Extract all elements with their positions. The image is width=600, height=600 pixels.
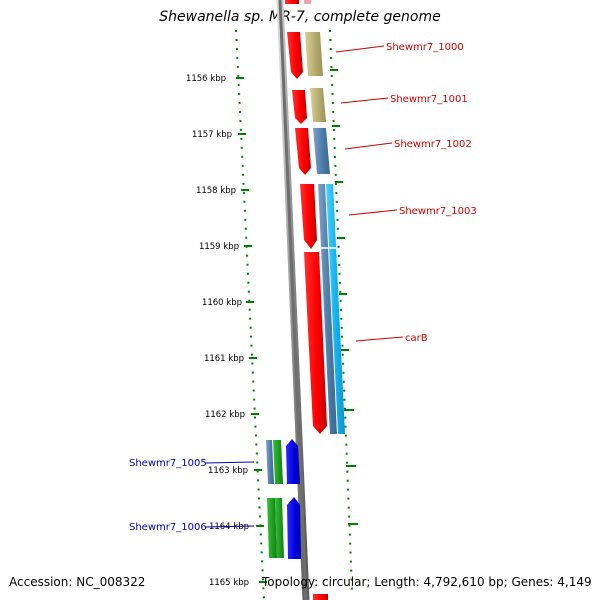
gene-arrow-shewmr7-1005[interactable] [286,439,300,484]
ruler-outer-dotted-line [329,29,353,591]
gene-feature-cyan-long [326,184,345,434]
gene-arrow-partial[interactable] [285,0,299,4]
ruler-label: 1158 kbp [196,186,236,196]
gene-arrow-shewmr7-1006[interactable] [287,497,301,559]
gene-arrow-shewmr7-1002[interactable] [295,128,311,175]
ruler-label: 1156 kbp [186,74,226,84]
gene-label-shewmr7-1001[interactable]: Shewmr7_1001 [390,94,468,105]
ruler-label: 1161 kbp [204,354,244,364]
accession-text: Accession: NC_008322 [9,575,146,589]
gene-feature-shewmr7-1002 [313,128,330,174]
gene-feature-shewmr7-1000 [305,32,323,76]
leader-line-shewmr7-1001 [340,97,389,104]
leader-line-carb [355,336,404,342]
gene-arrow-partial[interactable] [313,594,328,600]
topology-text: Topology: circular; Length: 4,792,610 bp… [262,575,592,589]
gene-feature-steel-long [318,184,337,434]
gene-arrow-shewmr7-1000[interactable] [287,32,303,79]
gene-label-shewmr7-1005[interactable]: Shewmr7_1005 [129,458,207,469]
ruler-label: 1159 kbp [199,242,239,252]
ruler-inner-dotted-line [235,29,265,600]
leader-line-shewmr7-1006 [204,525,255,528]
ruler-label: 1157 kbp [192,130,232,140]
gene-feature-shewmr7-1005-b [273,440,283,484]
ruler-label: 1163 kbp [208,466,248,476]
map-title: Shewanella sp. MR-7, complete genome [159,9,441,25]
gene-feature-shewmr7-1006-b [275,498,284,558]
leader-line-shewmr7-1000 [335,45,385,53]
gene-arrow-carb[interactable] [304,252,327,434]
gene-label-shewmr7-1003[interactable]: Shewmr7_1003 [399,206,477,217]
gene-arrow-shewmr7-1001[interactable] [292,90,307,124]
ruler-label: 1160 kbp [202,298,242,308]
gene-label-shewmr7-1000[interactable]: Shewmr7_1000 [386,42,464,53]
gene-feature-shewmr7-1005-a [266,440,274,484]
leader-line-shewmr7-1002 [344,142,393,150]
ruler-label: 1165 kbp [209,578,249,588]
gene-feature-shewmr7-1001 [310,88,326,122]
leader-line-shewmr7-1003 [348,209,398,216]
ruler-label: 1162 kbp [205,410,245,420]
leader-line-shewmr7-1005 [204,461,255,464]
gene-feature-shewmr7-1006-a [267,498,277,558]
ruler-tick-marks [236,69,358,583]
gene-label-shewmr7-1006[interactable]: Shewmr7_1006 [129,522,207,533]
gene-arrow-shewmr7-1003[interactable] [300,184,317,249]
gene-label-shewmr7-1002[interactable]: Shewmr7_1002 [394,139,472,150]
gene-label-carb[interactable]: carB [405,333,428,344]
